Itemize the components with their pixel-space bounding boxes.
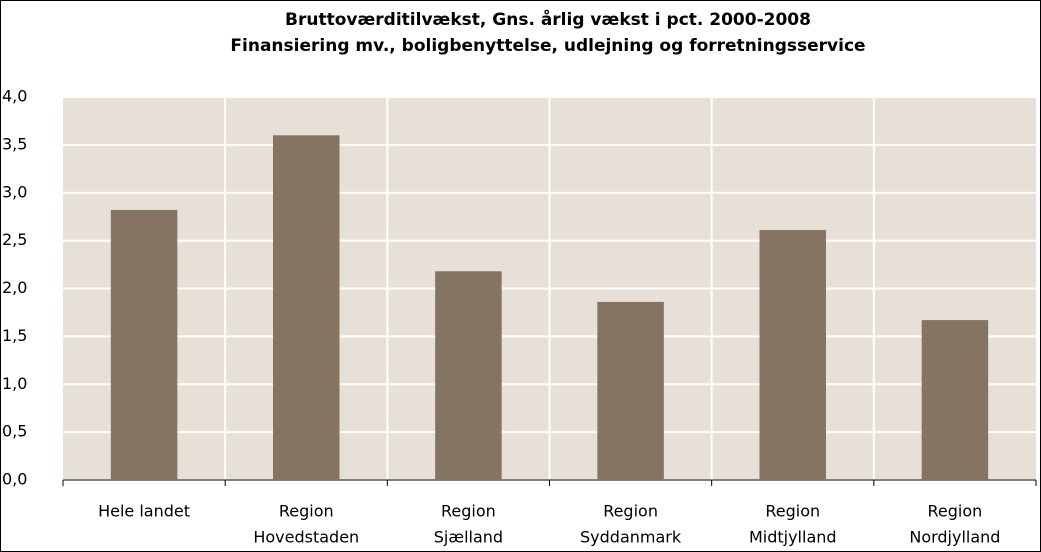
y-tick-label: 4,0 xyxy=(2,87,27,106)
x-tick-label: Region xyxy=(279,502,334,521)
bar xyxy=(759,230,826,480)
y-tick-label: 3,5 xyxy=(2,134,27,153)
y-tick-label: 1,0 xyxy=(2,374,27,393)
x-tick-label: Hovedstaden xyxy=(253,528,359,547)
x-tick-label: Syddanmark xyxy=(580,528,682,547)
x-tick-label: Region xyxy=(765,502,820,521)
bar xyxy=(921,320,989,480)
bar xyxy=(435,271,502,480)
chart-subtitle: Finansiering mv., boligbenyttelse, udlej… xyxy=(230,36,865,56)
y-tick-label: 3,0 xyxy=(2,182,27,201)
x-tick-label: Region xyxy=(441,502,496,521)
x-tick-label: Region xyxy=(603,502,658,521)
bar xyxy=(273,135,340,481)
x-tick-label: Region xyxy=(928,502,983,521)
y-tick-label: 2,5 xyxy=(2,230,27,249)
bar xyxy=(110,209,178,481)
y-tick-label: 0,0 xyxy=(2,470,27,489)
x-tick-label: Nordjylland xyxy=(909,528,1000,547)
y-tick-label: 0,5 xyxy=(2,422,27,441)
x-tick-label: Midtjylland xyxy=(749,528,837,547)
x-tick-label: Hele landet xyxy=(98,502,190,521)
y-tick-label: 1,5 xyxy=(2,326,27,345)
y-tick-label: 2,0 xyxy=(2,278,27,297)
bar xyxy=(597,301,664,480)
x-tick-label: Sjælland xyxy=(434,528,503,547)
chart-title: Bruttoværditilvækst, Gns. årlig vækst i … xyxy=(285,8,811,30)
